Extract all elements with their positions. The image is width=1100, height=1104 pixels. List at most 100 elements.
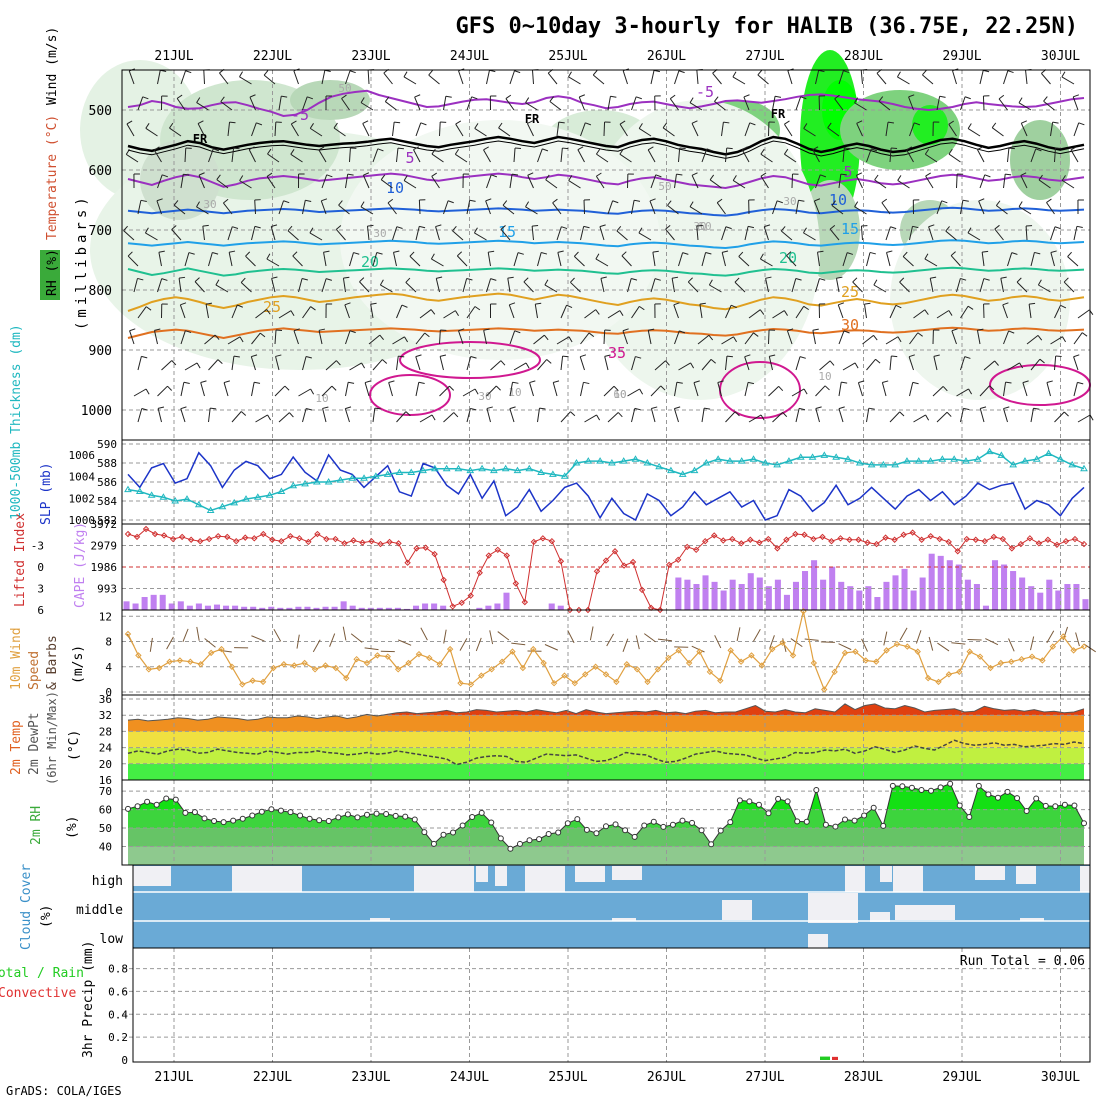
ylabel-2m-temp: 2m Temp <box>9 720 24 775</box>
surface-wind-barb <box>862 639 868 652</box>
rh-marker <box>393 813 398 818</box>
surface-wind-barb <box>658 639 672 641</box>
wind-barb-flag <box>394 122 400 123</box>
rh-marker <box>1043 803 1048 808</box>
cape-bar <box>721 591 727 610</box>
surface-wind-barb <box>884 632 887 646</box>
surface-wind-barb <box>839 644 852 650</box>
cape-bar <box>558 606 564 610</box>
pressure-tick: 600 <box>89 164 112 179</box>
cape-bar <box>983 606 989 610</box>
surface-wind-barb <box>183 629 188 642</box>
rh-marker <box>221 820 226 825</box>
wind-barb-flag <box>398 148 404 149</box>
surface-wind-barb <box>251 636 264 641</box>
contour-label: -5 <box>696 83 714 101</box>
surface-wind-barb <box>623 639 628 652</box>
cape-bar <box>440 606 446 610</box>
temp-tick: 32 <box>99 709 112 722</box>
surface-wind-barb <box>205 638 216 647</box>
surface-wind-barb <box>330 634 335 647</box>
rh-contour-label: 30 <box>693 220 706 233</box>
rh-contour-label: 50 <box>338 82 351 95</box>
precip-tick: 0.2 <box>108 1031 128 1044</box>
date-tick-top: 30JUL <box>1041 49 1080 64</box>
thickness-tick: 586 <box>97 476 117 489</box>
wind-barb <box>769 330 770 344</box>
surface-wind-barb <box>365 648 379 650</box>
ylabel-minmax: (6hr Min/Max) <box>45 691 59 785</box>
cape-bar <box>187 606 193 610</box>
cape-bar <box>974 584 980 610</box>
surface-wind-barb <box>1076 633 1080 646</box>
surface-wind-barb <box>460 638 467 650</box>
wind-barb-flag <box>563 356 569 357</box>
rh-marker <box>661 824 666 829</box>
cloud-gap <box>133 866 171 886</box>
cape-bar <box>802 571 808 610</box>
rh-marker <box>498 836 503 841</box>
cape-bar <box>929 554 935 610</box>
surface-wind-barb <box>951 643 965 644</box>
rh-marker <box>575 817 580 822</box>
lifted-index-tick: 6 <box>37 604 44 617</box>
cape-bar <box>847 586 853 610</box>
date-tick-bottom: 28JUL <box>844 1070 883 1085</box>
precip-ylabel: 3hr Precip (mm) <box>81 941 96 1058</box>
ylabel-rh-units: (%) <box>65 816 80 839</box>
wind-barb-flag <box>230 122 236 123</box>
cape-bar <box>341 601 347 610</box>
cape-tick: 3972 <box>91 518 118 531</box>
rh-marker <box>833 824 838 829</box>
cape-bar <box>693 584 699 610</box>
pressure-tick: 800 <box>89 284 112 299</box>
cape-bar <box>494 604 500 610</box>
cape-bar <box>223 606 229 610</box>
wind-barb <box>792 174 793 188</box>
cloud-gap <box>495 866 507 886</box>
rh-marker <box>307 816 312 821</box>
ylabel-wind: Wind (m/s) <box>45 27 60 105</box>
rh-marker <box>269 807 274 812</box>
wind-barb <box>440 122 441 136</box>
slp-ylabel-right: SLP (mb) <box>39 462 54 525</box>
precip-tick: 0 <box>121 1054 128 1067</box>
cloud-gap <box>1080 866 1090 892</box>
wind-frame <box>122 610 1090 695</box>
rh-marker <box>355 815 360 820</box>
rh-marker <box>250 813 255 818</box>
surface-wind-barb <box>636 635 639 649</box>
cape-bar <box>739 584 745 610</box>
rh-marker <box>365 812 370 817</box>
rh-marker <box>718 828 723 833</box>
surface-wind-barb <box>476 638 481 651</box>
rh-marker <box>709 842 714 847</box>
cape-bar <box>938 556 944 610</box>
ylabel-wind-units: (m/s) <box>71 645 86 684</box>
date-tick-bottom: 26JUL <box>647 1070 686 1085</box>
cape-tick: 1986 <box>91 561 118 574</box>
cape-bar <box>702 575 708 610</box>
date-tick-top: 23JUL <box>351 49 390 64</box>
cape-tick: 2979 <box>91 540 118 553</box>
rh-marker <box>384 812 389 817</box>
cape-bar <box>485 606 491 610</box>
temp-tick: 36 <box>99 693 112 706</box>
rh-marker <box>900 784 905 789</box>
surface-wind-barb <box>805 639 819 640</box>
cloud-gap <box>414 866 474 892</box>
rh-tick: 70 <box>99 785 112 798</box>
contour-label: 25 <box>263 298 281 316</box>
date-tick-bottom: 23JUL <box>351 1070 390 1085</box>
cape-bar <box>766 586 772 610</box>
lifted-index-tick: -3 <box>31 540 44 553</box>
wind-speed-line <box>128 611 1084 689</box>
ylabel-millibars: (millibars) <box>74 193 90 330</box>
wind-barb-flag <box>891 356 897 357</box>
run-total-label: Run Total = 0.06 <box>960 954 1085 969</box>
rh-contour-label: 30 <box>203 198 216 211</box>
cape-bar <box>413 606 419 610</box>
